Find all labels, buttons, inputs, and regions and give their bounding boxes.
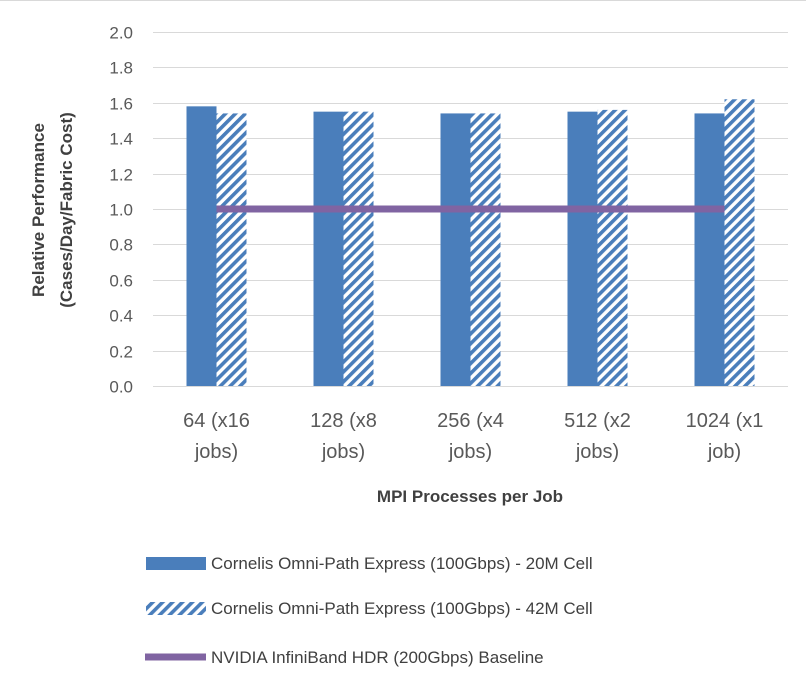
y-tick-label: 1.8 <box>109 59 133 78</box>
legend-label: NVIDIA InfiniBand HDR (200Gbps) Baseline <box>211 648 544 667</box>
x-tick-label: jobs) <box>321 441 365 463</box>
x-tick-label: 64 (x16 <box>183 410 250 432</box>
bar-42m-cell <box>724 99 755 386</box>
bar-20m-cell <box>313 111 344 387</box>
y-tick-label: 0.2 <box>109 343 133 362</box>
x-tick-label: jobs) <box>194 441 238 463</box>
bar-20m-cell <box>694 113 725 387</box>
y-tick-label: 2.0 <box>109 24 133 43</box>
bar-42m-cell <box>597 109 628 386</box>
bar-20m-cell <box>186 106 217 386</box>
x-tick-label: jobs) <box>575 441 619 463</box>
y-tick-label: 1.2 <box>109 166 133 185</box>
bar-42m-cell <box>470 113 501 387</box>
legend: Cornelis Omni-Path Express (100Gbps) - 2… <box>145 554 593 667</box>
bar-42m-cell <box>216 113 247 387</box>
x-axis-ticks: 64 (x16 jobs) 128 (x8 jobs) 256 (x4 jobs) 512 … <box>183 410 763 463</box>
y-tick-label: 0.8 <box>109 236 133 255</box>
bar-20m-cell <box>567 111 598 387</box>
y-tick-label: 1.6 <box>109 95 133 114</box>
x-axis-title: MPI Processes per Job <box>377 487 563 506</box>
y-tick-label: 0.4 <box>109 307 133 326</box>
axis-titles: MPI Processes per Job Relative Performan… <box>29 112 563 506</box>
y-axis-ticks: 0.0 0.2 0.4 0.6 0.8 1.0 1.2 1.4 1.6 1.8 2.0 <box>109 24 133 397</box>
legend-label: Cornelis Omni-Path Express (100Gbps) - 2… <box>211 554 593 573</box>
x-tick-label: 512 (x2 <box>564 410 631 432</box>
y-tick-label: 0.0 <box>109 378 133 397</box>
legend-swatch-20m <box>146 557 206 570</box>
y-tick-label: 1.0 <box>109 201 133 220</box>
bars <box>186 99 755 387</box>
y-tick-label: 0.6 <box>109 272 133 291</box>
x-tick-label: 1024 (x1 <box>686 410 764 432</box>
x-tick-label: jobs) <box>448 441 492 463</box>
bar-20m-cell <box>440 113 471 387</box>
legend-label: Cornelis Omni-Path Express (100Gbps) - 4… <box>211 599 593 618</box>
y-axis-title-line-1: Relative Performance <box>29 123 48 297</box>
x-tick-label: 256 (x4 <box>437 410 504 432</box>
bar-42m-cell <box>343 111 374 387</box>
legend-swatch-42m <box>146 602 206 615</box>
x-tick-label: 128 (x8 <box>310 410 377 432</box>
x-tick-label: job) <box>707 441 741 463</box>
y-tick-label: 1.4 <box>109 130 133 149</box>
y-axis-title-line-2: (Cases/Day/Fabric Cost) <box>57 112 76 308</box>
